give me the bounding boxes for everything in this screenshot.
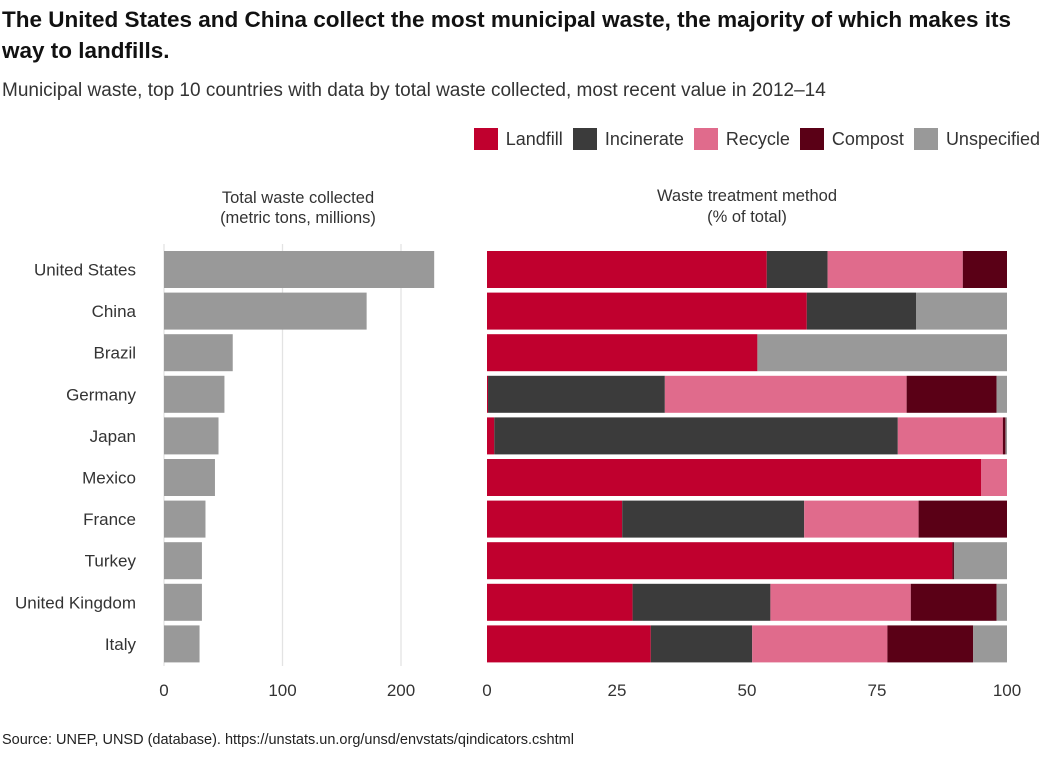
right-x-tick-25: 25 bbox=[608, 681, 627, 700]
stack-incinerate-united-states bbox=[767, 251, 828, 288]
stack-landfill-germany bbox=[487, 376, 488, 413]
stack-landfill-united-states bbox=[487, 251, 767, 288]
stack-unspecified-germany bbox=[997, 376, 1007, 413]
category-label-brazil: Brazil bbox=[93, 344, 136, 363]
stack-unspecified-brazil bbox=[757, 334, 1007, 371]
stack-incinerate-united-kingdom bbox=[633, 584, 771, 621]
stack-compost-united-kingdom bbox=[911, 584, 997, 621]
left-x-tick-0: 0 bbox=[159, 681, 168, 700]
stack-recycle-germany bbox=[665, 376, 907, 413]
stack-unspecified-japan bbox=[1005, 417, 1007, 454]
total-bar-mexico bbox=[164, 459, 215, 496]
stack-compost-italy bbox=[887, 625, 973, 662]
total-bar-germany bbox=[164, 376, 224, 413]
stack-recycle-france bbox=[804, 501, 918, 538]
right-panel-title-line2: (% of total) bbox=[707, 208, 787, 226]
stack-recycle-japan bbox=[898, 417, 1003, 454]
right-panel-title: Waste treatment method bbox=[657, 187, 837, 205]
category-label-turkey: Turkey bbox=[85, 552, 137, 571]
total-bar-france bbox=[164, 501, 205, 538]
stack-compost-germany bbox=[907, 376, 997, 413]
right-x-tick-75: 75 bbox=[868, 681, 887, 700]
left-panel-title: Total waste collected bbox=[222, 189, 374, 207]
stack-landfill-turkey bbox=[487, 542, 952, 579]
stack-landfill-japan bbox=[487, 417, 494, 454]
right-x-tick-0: 0 bbox=[482, 681, 491, 700]
total-bar-brazil bbox=[164, 334, 233, 371]
category-label-germany: Germany bbox=[66, 385, 136, 404]
right-x-tick-50: 50 bbox=[738, 681, 757, 700]
category-label-italy: Italy bbox=[105, 635, 137, 654]
total-bar-united-states bbox=[164, 251, 434, 288]
stack-unspecified-united-kingdom bbox=[997, 584, 1007, 621]
category-label-mexico: Mexico bbox=[82, 469, 136, 488]
stack-incinerate-italy bbox=[651, 625, 752, 662]
stack-landfill-china bbox=[487, 293, 807, 330]
category-label-united-kingdom: United Kingdom bbox=[15, 593, 136, 612]
total-bar-japan bbox=[164, 417, 219, 454]
right-x-tick-100: 100 bbox=[993, 681, 1021, 700]
category-label-united-states: United States bbox=[34, 261, 136, 280]
stack-recycle-united-states bbox=[828, 251, 963, 288]
total-bar-china bbox=[164, 293, 367, 330]
stack-incinerate-germany bbox=[488, 376, 665, 413]
stack-compost-united-states bbox=[963, 251, 1007, 288]
stack-landfill-italy bbox=[487, 625, 651, 662]
stack-unspecified-italy bbox=[973, 625, 1007, 662]
stack-compost-france bbox=[919, 501, 1007, 538]
stack-unspecified-china bbox=[916, 293, 1007, 330]
stack-landfill-france bbox=[487, 501, 622, 538]
stack-recycle-italy bbox=[752, 625, 887, 662]
source-note: Source: UNEP, UNSD (database). https://u… bbox=[2, 732, 574, 748]
stack-incinerate-china bbox=[807, 293, 916, 330]
left-panel-title-line2: (metric tons, millions) bbox=[220, 209, 376, 227]
stack-landfill-brazil bbox=[487, 334, 757, 371]
stack-landfill-mexico bbox=[487, 459, 981, 496]
stack-compost-turkey bbox=[952, 542, 954, 579]
category-label-china: China bbox=[92, 302, 137, 321]
stack-recycle-united-kingdom bbox=[770, 584, 910, 621]
stack-incinerate-france bbox=[622, 501, 804, 538]
category-label-japan: Japan bbox=[90, 427, 136, 446]
total-bar-united-kingdom bbox=[164, 584, 202, 621]
stack-unspecified-turkey bbox=[954, 542, 1007, 579]
stack-landfill-united-kingdom bbox=[487, 584, 633, 621]
category-label-france: France bbox=[83, 510, 136, 529]
total-bar-italy bbox=[164, 625, 200, 662]
stack-recycle-mexico bbox=[981, 459, 1007, 496]
left-x-tick-200: 200 bbox=[387, 681, 415, 700]
left-x-tick-100: 100 bbox=[268, 681, 296, 700]
stack-compost-japan bbox=[1003, 417, 1006, 454]
total-bar-turkey bbox=[164, 542, 202, 579]
stack-incinerate-japan bbox=[494, 417, 898, 454]
